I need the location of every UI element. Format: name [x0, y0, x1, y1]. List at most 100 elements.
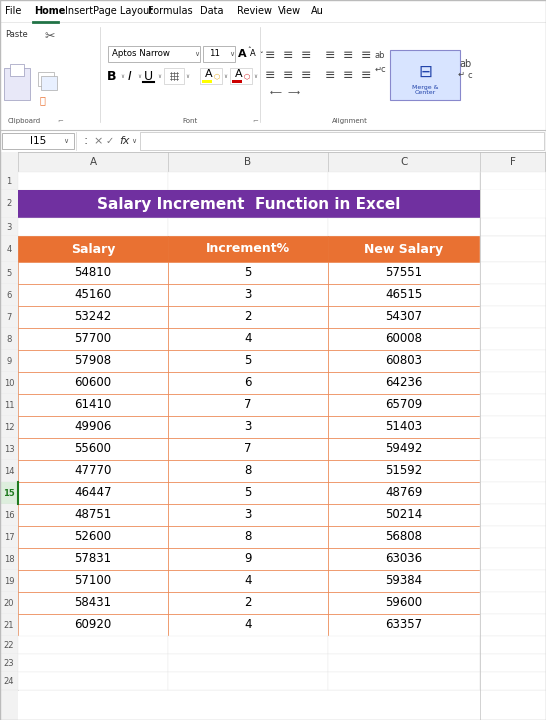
Bar [168, 218, 328, 236]
Bar [18, 372, 168, 394]
Text: ˆ: ˆ [247, 47, 251, 53]
Text: ˬ: ˬ [259, 47, 263, 53]
Bar [18, 416, 168, 438]
Text: 46447: 46447 [74, 487, 112, 500]
Bar [480, 190, 546, 218]
Bar [168, 284, 328, 306]
Text: 61410: 61410 [74, 398, 112, 412]
Bar [480, 482, 546, 504]
Bar [0, 328, 18, 350]
Text: C: C [400, 157, 408, 167]
Bar [480, 654, 546, 672]
Text: 9: 9 [7, 356, 11, 366]
Bar [18, 306, 168, 328]
Bar [480, 394, 546, 416]
Bar [328, 614, 480, 636]
Text: 9: 9 [244, 552, 252, 565]
Bar [18, 460, 168, 482]
Bar [202, 80, 212, 83]
Text: New Salary: New Salary [364, 243, 443, 256]
Bar [0, 614, 18, 636]
Bar [108, 46, 200, 62]
Text: ↵c: ↵c [374, 66, 386, 74]
Bar [2, 133, 74, 149]
Bar [480, 438, 546, 460]
Bar [18, 504, 168, 526]
Text: 8: 8 [7, 335, 11, 343]
Text: Aptos Narrow: Aptos Narrow [112, 50, 170, 58]
Bar [328, 460, 480, 482]
Text: ab: ab [459, 59, 471, 69]
Text: ≡: ≡ [343, 68, 353, 81]
Text: 20: 20 [4, 598, 14, 608]
Text: ∨: ∨ [137, 73, 141, 78]
Text: File: File [5, 6, 21, 16]
Text: 4: 4 [244, 333, 252, 346]
Text: 23: 23 [4, 659, 14, 667]
Text: 54307: 54307 [385, 310, 423, 323]
Text: 57908: 57908 [74, 354, 111, 367]
Text: 3: 3 [244, 289, 252, 302]
Bar [328, 592, 480, 614]
Text: ↵: ↵ [458, 70, 465, 78]
Text: 6: 6 [244, 377, 252, 390]
Text: 48769: 48769 [385, 487, 423, 500]
Text: ⬡: ⬡ [244, 73, 250, 79]
Text: 1: 1 [7, 176, 11, 186]
Bar [168, 654, 328, 672]
Text: 13: 13 [4, 444, 14, 454]
Bar [328, 306, 480, 328]
Bar [168, 592, 328, 614]
Bar [0, 152, 18, 172]
Text: ⟵: ⟵ [270, 88, 282, 96]
Text: 64236: 64236 [385, 377, 423, 390]
Bar [0, 0, 546, 22]
Text: 22: 22 [4, 641, 14, 649]
Bar [168, 172, 328, 190]
Text: A: A [235, 69, 242, 79]
Bar [168, 482, 328, 504]
Bar [480, 416, 546, 438]
Bar [168, 306, 328, 328]
Text: Page Layout: Page Layout [93, 6, 153, 16]
Text: 60920: 60920 [74, 618, 111, 631]
Text: ∨: ∨ [120, 73, 124, 78]
Text: ab: ab [375, 52, 385, 60]
Bar [232, 80, 242, 83]
Text: ✓: ✓ [106, 136, 114, 146]
Bar [168, 460, 328, 482]
Text: ≡: ≡ [265, 50, 275, 63]
Bar [0, 372, 18, 394]
Bar [0, 504, 18, 526]
Text: ≡: ≡ [265, 68, 275, 81]
Text: 4: 4 [244, 575, 252, 588]
Bar [0, 262, 18, 284]
Bar [18, 350, 168, 372]
Bar [168, 614, 328, 636]
Text: ≡: ≡ [301, 68, 311, 81]
Bar [168, 394, 328, 416]
Bar [328, 328, 480, 350]
Text: ⌐: ⌐ [252, 118, 258, 124]
Bar [0, 152, 546, 172]
Text: 47770: 47770 [74, 464, 112, 477]
Text: ∨: ∨ [132, 138, 136, 144]
Bar [38, 72, 54, 86]
Text: 3: 3 [7, 222, 11, 232]
Text: View: View [278, 6, 301, 16]
Text: 19: 19 [4, 577, 14, 585]
Bar [328, 372, 480, 394]
Bar [18, 654, 168, 672]
Text: 55600: 55600 [74, 443, 111, 456]
Text: ∨: ∨ [63, 138, 68, 144]
Text: c: c [468, 71, 472, 81]
Text: 50214: 50214 [385, 508, 423, 521]
Text: ≡: ≡ [361, 50, 371, 63]
Bar [480, 306, 546, 328]
Bar [18, 218, 168, 236]
Bar [480, 504, 546, 526]
Bar [18, 284, 168, 306]
Text: 7: 7 [7, 312, 11, 322]
Text: ≡: ≡ [301, 50, 311, 63]
Text: 56808: 56808 [385, 531, 423, 544]
